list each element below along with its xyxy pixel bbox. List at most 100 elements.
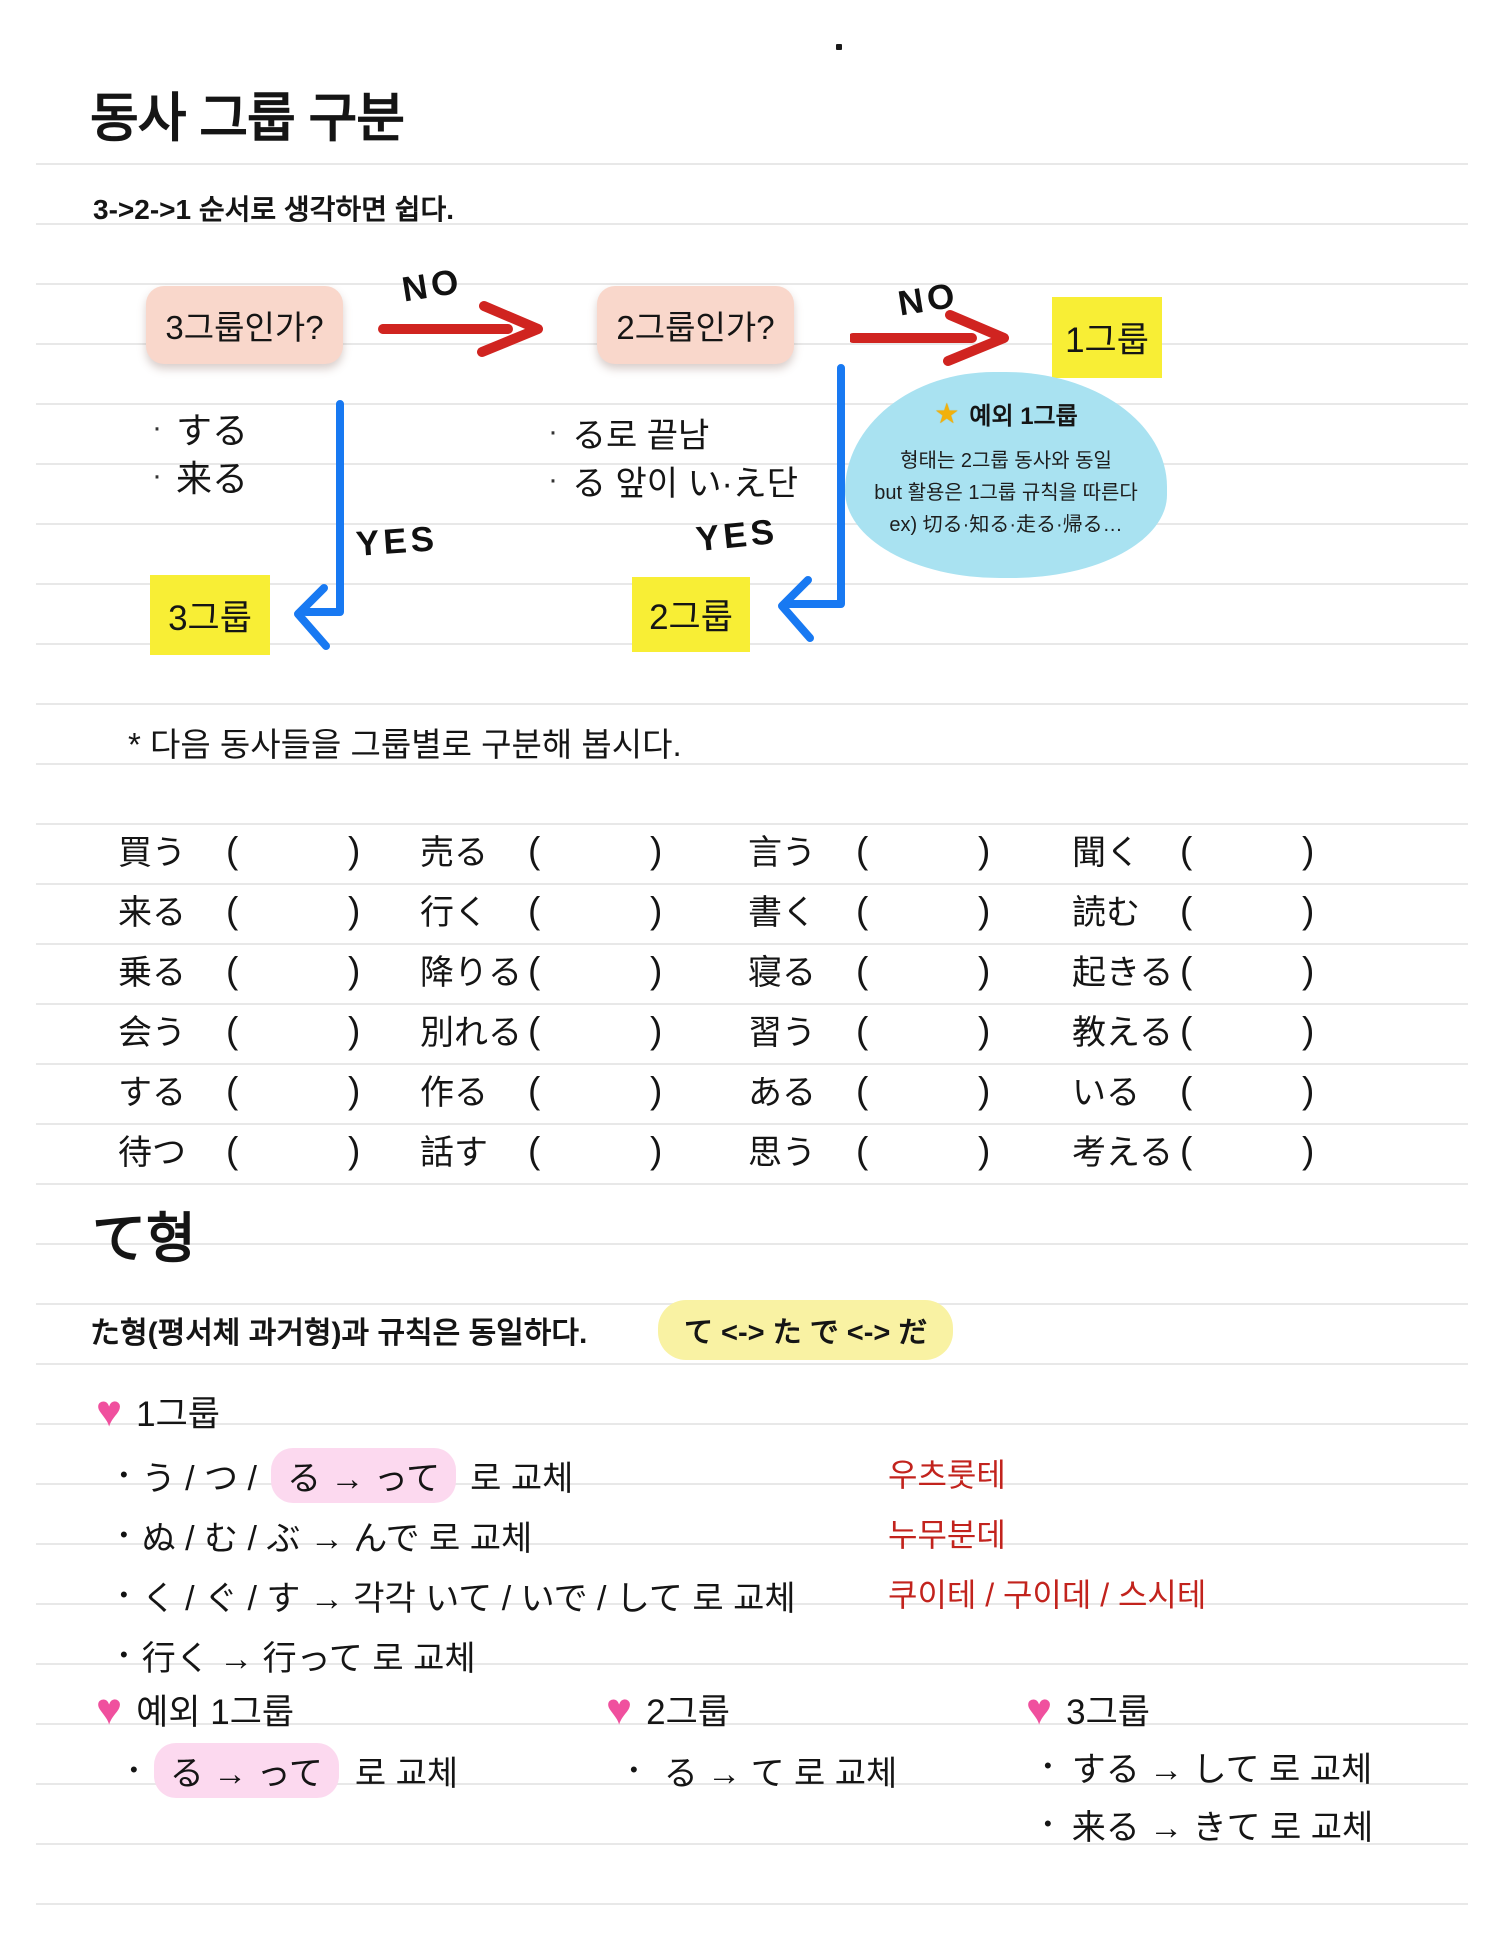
paren-close: ) bbox=[650, 950, 663, 991]
exception-group1-heading: ♥ 예외 1그룹 bbox=[96, 1684, 294, 1735]
group1-heading-label: 1그룹 bbox=[136, 1395, 220, 1434]
bullet-icon: · bbox=[152, 459, 162, 492]
heart-icon: ♥ bbox=[606, 1684, 633, 1734]
group1-rule-4: • 行く → 行って 로 교체 bbox=[120, 1625, 476, 1685]
verb: 話す bbox=[420, 1134, 488, 1172]
page-subtitle: 3->2->1 순서로 생각하면 쉽다. bbox=[93, 194, 455, 225]
flow-box-group2-question-label: 2그룹인가? bbox=[616, 309, 775, 346]
rule-text: 로 교체 bbox=[470, 1459, 574, 1498]
heart-icon: ♥ bbox=[1026, 1684, 1053, 1734]
bullet-icon: • bbox=[120, 1582, 128, 1607]
rule-text: う / つ / bbox=[141, 1459, 257, 1498]
paren-open: ( bbox=[528, 1070, 541, 1111]
paren-close: ) bbox=[978, 1070, 991, 1111]
exception-note-bubble: ★ 예외 1그룹 형태는 2그룹 동사와 동일 but 활용은 1그룹 규칙을 … bbox=[845, 372, 1167, 578]
exception-title-text: 예외 1그룹 bbox=[969, 403, 1078, 430]
verb: 買う bbox=[118, 834, 186, 872]
list-item: · する bbox=[152, 404, 248, 452]
verb: 乗る bbox=[118, 954, 186, 992]
blue-arrow-down-left-icon bbox=[766, 364, 854, 654]
group3-rule-1: • する → して 로 교체 bbox=[1044, 1738, 1372, 1794]
result-box-group3-label: 3그룹 bbox=[168, 598, 252, 638]
table-row: 来る () 行く () 書く () 読む () bbox=[118, 883, 1448, 943]
paren-open: ( bbox=[1180, 830, 1193, 871]
flow-box-group2-question: 2그룹인가? bbox=[597, 286, 794, 364]
paren-open: ( bbox=[528, 890, 541, 931]
star-icon: ★ bbox=[934, 397, 960, 429]
bullet-icon: • bbox=[1044, 1811, 1052, 1836]
paren-open: ( bbox=[528, 1130, 541, 1171]
paren-close: ) bbox=[348, 1070, 361, 1111]
table-row: 乗る() 降りる() 寝る() 起きる() bbox=[118, 943, 1448, 1003]
bullet-icon: • bbox=[120, 1522, 128, 1547]
yes-label-1: YES bbox=[354, 519, 440, 564]
paren-close: ) bbox=[650, 1010, 663, 1051]
paren-close: ) bbox=[1302, 1010, 1315, 1051]
paren-close: ) bbox=[978, 890, 991, 931]
paren-close: ) bbox=[1302, 1130, 1315, 1171]
bullet-icon: • bbox=[1044, 1753, 1052, 1778]
paren-open: ( bbox=[528, 1010, 541, 1051]
list-item: · る로 끝남 bbox=[548, 408, 798, 456]
verb: 考える bbox=[1072, 1134, 1173, 1172]
verb-table: 買う() 売る() 言う() 聞く() 来る() 行く() 書く() 読む() … bbox=[118, 823, 1448, 1183]
paren-open: ( bbox=[528, 950, 541, 991]
exception-group1-heading-label: 예외 1그룹 bbox=[136, 1693, 295, 1732]
paren-open: ( bbox=[856, 950, 869, 991]
paren-close: ) bbox=[978, 1130, 991, 1171]
paren-close: ) bbox=[1302, 830, 1315, 871]
bullet-icon: • bbox=[120, 1462, 128, 1487]
group3-criterion: 来る bbox=[176, 458, 249, 499]
paren-open: ( bbox=[226, 1130, 239, 1171]
paren-open: ( bbox=[856, 1130, 869, 1171]
rule-text: ぬ / む / ぶ → んで 로 교체 bbox=[141, 1519, 533, 1558]
paren-open: ( bbox=[528, 830, 541, 871]
pronunciation-note: 누무분데 bbox=[888, 1517, 1006, 1553]
table-row: 会う() 別れる() 習う() 教える() bbox=[118, 1003, 1448, 1063]
verb: 書く bbox=[748, 894, 816, 932]
paren-open: ( bbox=[226, 1070, 239, 1111]
group2-heading-label: 2그룹 bbox=[646, 1693, 730, 1732]
verb: する bbox=[118, 1074, 186, 1112]
rule-text: する → して 로 교체 bbox=[1071, 1750, 1373, 1789]
group3-criteria-list: · する · 来る bbox=[152, 404, 248, 500]
verb: 聞く bbox=[1072, 834, 1140, 872]
ink-dot bbox=[836, 44, 842, 50]
result-box-group3: 3그룹 bbox=[150, 575, 270, 655]
paren-open: ( bbox=[1180, 890, 1193, 931]
red-arrow-right-icon bbox=[378, 300, 544, 358]
group2-criterion: る로 끝남 bbox=[572, 416, 710, 455]
group1-rule-2: • ぬ / む / ぶ → んで 로 교체 bbox=[120, 1505, 532, 1565]
result-box-group2: 2그룹 bbox=[632, 577, 750, 652]
exception-note-line: 형태는 2그룹 동사와 동일 bbox=[900, 450, 1112, 472]
paren-open: ( bbox=[856, 890, 869, 931]
pronunciation-note: 우츠룻테 bbox=[888, 1457, 1006, 1493]
paren-open: ( bbox=[226, 1010, 239, 1051]
pronunciation-note: 쿠이테 / 구이데 / 스시테 bbox=[888, 1577, 1207, 1613]
result-box-group1-label: 1그룹 bbox=[1065, 321, 1149, 360]
group2-rule: • る → て 로 교체 bbox=[630, 1742, 897, 1798]
verb: 思う bbox=[748, 1134, 816, 1172]
bullet-icon: • bbox=[120, 1642, 128, 1667]
te-form-subtitle: た형(평서체 과거형)과 규칙은 동일하다. bbox=[90, 1317, 588, 1350]
paren-open: ( bbox=[856, 830, 869, 871]
paren-close: ) bbox=[650, 1130, 663, 1171]
verb: 会う bbox=[118, 1014, 186, 1052]
verb: 作る bbox=[420, 1074, 488, 1112]
heart-icon: ♥ bbox=[96, 1684, 123, 1734]
paren-close: ) bbox=[348, 1010, 361, 1051]
group3-heading-label: 3그룹 bbox=[1066, 1693, 1150, 1732]
paren-open: ( bbox=[226, 890, 239, 931]
group1-heading: ♥ 1그룹 bbox=[96, 1386, 220, 1437]
yes-label-2: YES bbox=[694, 511, 780, 560]
bullet-icon: · bbox=[548, 463, 558, 496]
paren-close: ) bbox=[978, 830, 991, 871]
paren-open: ( bbox=[226, 830, 239, 871]
paren-open: ( bbox=[226, 950, 239, 991]
list-item: · 来る bbox=[152, 452, 248, 500]
paren-close: ) bbox=[650, 830, 663, 871]
te-form-title: て형 bbox=[92, 1209, 196, 1269]
verb: 別れる bbox=[420, 1014, 522, 1052]
paren-close: ) bbox=[650, 1070, 663, 1111]
group2-heading: ♥ 2그룹 bbox=[606, 1684, 730, 1735]
